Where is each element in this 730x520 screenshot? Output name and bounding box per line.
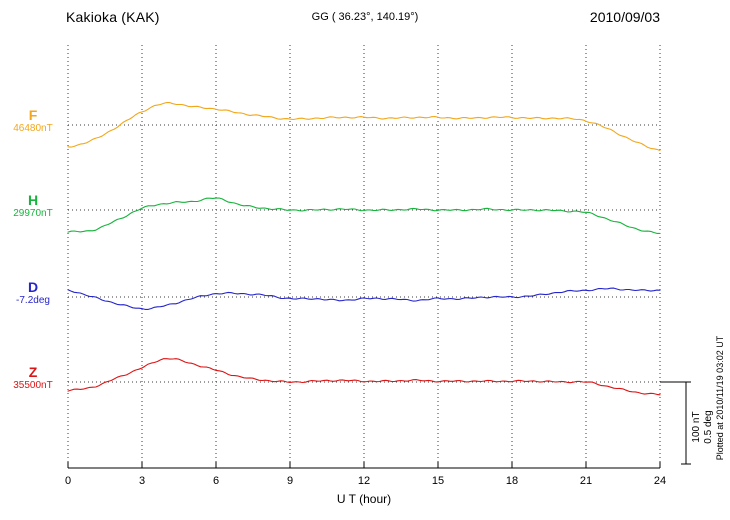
- x-axis: [67, 462, 661, 469]
- geographic-coordinates: GG ( 36.23°, 140.19°): [311, 11, 419, 23]
- x-tick-label: 12: [357, 475, 371, 487]
- x-tick-label: 3: [138, 475, 146, 487]
- series-baseline-value: 35500nT: [13, 380, 53, 391]
- scale-bar-label-deg: 0.5 deg: [703, 410, 714, 444]
- gridlines: [67, 45, 661, 468]
- series-letter: D: [27, 279, 39, 295]
- trace-D: [67, 287, 661, 310]
- series-baseline-value: 29970nT: [13, 208, 53, 219]
- series-label-D: D -7.2deg: [2, 279, 64, 307]
- scale-bar: [660, 381, 691, 465]
- series-letter: H: [27, 192, 39, 208]
- x-tick-label: 18: [505, 475, 519, 487]
- station-title: Kakioka (KAK): [66, 9, 160, 25]
- x-tick-label: 0: [64, 475, 72, 487]
- plotted-timestamp-note: Plotted at 2010/11/19 03:02 UT: [715, 335, 725, 461]
- plot-date: 2010/09/03: [589, 9, 660, 25]
- trace-H: [67, 197, 661, 234]
- x-tick-label: 6: [212, 475, 220, 487]
- series-letter: F: [28, 107, 38, 123]
- trace-Z: [67, 358, 661, 396]
- x-tick-label: 24: [653, 475, 667, 487]
- series-letter: Z: [28, 364, 38, 380]
- series-baseline-value: 46480nT: [13, 123, 53, 134]
- scale-bar-label: 100 nT 0.5 deg: [691, 410, 715, 443]
- x-tick-label: 9: [286, 475, 294, 487]
- series-label-H: H 29970nT: [2, 192, 64, 220]
- series-label-F: F 46480nT: [2, 107, 64, 135]
- x-tick-label: 21: [579, 475, 593, 487]
- series-baseline-value: -7.2deg: [16, 295, 50, 306]
- x-axis-title: U T (hour): [336, 492, 392, 506]
- x-tick-label: 15: [431, 475, 445, 487]
- series-label-Z: Z 35500nT: [2, 364, 64, 392]
- scale-bar-label-nt: 100 nT: [691, 411, 702, 443]
- trace-F: [67, 101, 661, 152]
